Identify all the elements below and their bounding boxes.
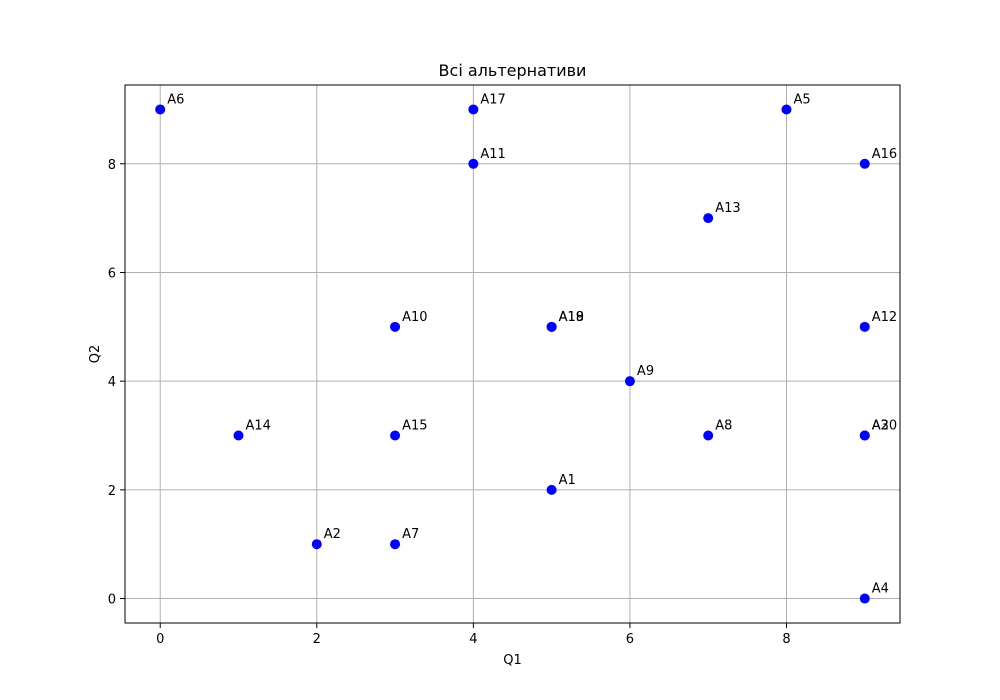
data-point <box>155 104 166 115</box>
data-point <box>390 430 401 441</box>
point-label: A14 <box>246 419 271 434</box>
point-label: A1 <box>559 473 576 488</box>
data-point <box>390 539 401 550</box>
point-label: A18 <box>559 310 584 325</box>
point-label: A5 <box>793 92 810 107</box>
data-points <box>155 104 870 604</box>
point-label: A9 <box>637 364 654 379</box>
y-tick-label: 8 <box>108 158 116 173</box>
point-label: A19 <box>559 310 584 325</box>
data-point <box>624 376 635 387</box>
point-label: A3 <box>872 419 889 434</box>
point-label: A20 <box>872 419 897 434</box>
data-point <box>546 321 557 332</box>
data-point <box>703 213 714 224</box>
data-point <box>311 539 322 550</box>
point-label: A16 <box>872 147 897 162</box>
data-point <box>546 484 557 495</box>
data-point <box>859 158 870 169</box>
data-point <box>468 158 479 169</box>
point-label: A4 <box>872 582 889 597</box>
point-label: A2 <box>324 527 341 542</box>
data-point <box>859 593 870 604</box>
data-point <box>390 321 401 332</box>
point-label: A8 <box>715 419 732 434</box>
data-point <box>233 430 244 441</box>
data-point <box>859 430 870 441</box>
x-tick-label: 8 <box>782 632 790 647</box>
axis-ticks: 0 2 4 6 8 0 2 4 6 8 <box>108 158 791 647</box>
chart-title: Всі альтернативи <box>439 61 587 80</box>
grid <box>125 85 900 623</box>
x-tick-label: 4 <box>469 632 477 647</box>
y-tick-label: 2 <box>108 484 116 499</box>
x-tick-label: 2 <box>313 632 321 647</box>
point-labels: A1 A2 A3 A4 A5 A6 A7 A8 A9 A10 A11 A12 A13 A14 A15 A16 A… <box>167 92 897 596</box>
point-label: A13 <box>715 201 740 216</box>
y-tick-label: 4 <box>108 375 116 390</box>
y-tick-label: 6 <box>108 266 116 281</box>
y-tick-label: 0 <box>108 593 116 608</box>
point-label: A7 <box>402 527 419 542</box>
x-axis-label: Q1 <box>503 653 522 668</box>
x-tick-label: 6 <box>626 632 634 647</box>
data-point <box>781 104 792 115</box>
data-point <box>859 321 870 332</box>
plot-frame <box>124 84 901 624</box>
point-label: A6 <box>167 92 184 107</box>
data-point <box>468 104 479 115</box>
data-point <box>703 430 714 441</box>
point-label: A15 <box>402 419 427 434</box>
point-label: A17 <box>480 92 505 107</box>
point-label: A10 <box>402 310 427 325</box>
x-tick-label: 0 <box>156 632 164 647</box>
y-axis-label: Q2 <box>88 345 103 364</box>
point-label: A11 <box>480 147 505 162</box>
point-label: A12 <box>872 310 897 325</box>
